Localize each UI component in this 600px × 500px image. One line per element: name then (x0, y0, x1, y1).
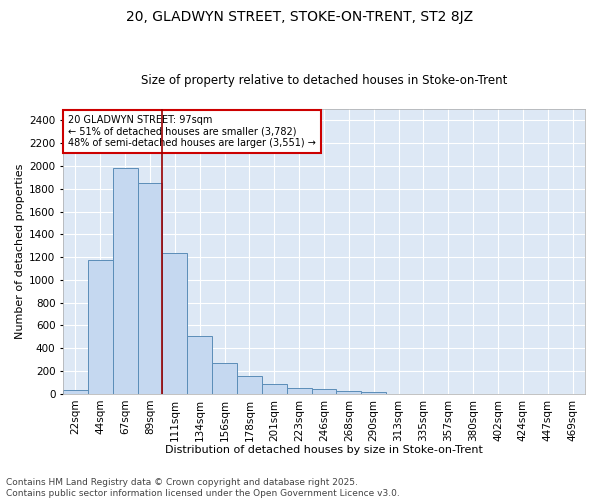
Bar (212, 363, 237, 394)
Bar (287, 388, 311, 394)
Title: Size of property relative to detached houses in Stoke-on-Trent: Size of property relative to detached ho… (141, 74, 507, 87)
Bar (163, 252, 187, 394)
Bar (311, 390, 337, 394)
Bar (187, 336, 212, 394)
Bar (337, 392, 361, 394)
Bar (237, 376, 262, 394)
Text: Contains HM Land Registry data © Crown copyright and database right 2025.
Contai: Contains HM Land Registry data © Crown c… (6, 478, 400, 498)
X-axis label: Distribution of detached houses by size in Stoke-on-Trent: Distribution of detached houses by size … (165, 445, 483, 455)
Bar (63, 390, 88, 394)
Bar (361, 392, 386, 394)
Bar (137, 183, 163, 394)
Bar (88, 260, 113, 394)
Y-axis label: Number of detached properties: Number of detached properties (15, 164, 25, 339)
Text: 20 GLADWYN STREET: 97sqm
← 51% of detached houses are smaller (3,782)
48% of sem: 20 GLADWYN STREET: 97sqm ← 51% of detach… (68, 114, 316, 148)
Bar (113, 168, 137, 394)
Text: 20, GLADWYN STREET, STOKE-ON-TRENT, ST2 8JZ: 20, GLADWYN STREET, STOKE-ON-TRENT, ST2 … (127, 10, 473, 24)
Bar (262, 384, 287, 394)
